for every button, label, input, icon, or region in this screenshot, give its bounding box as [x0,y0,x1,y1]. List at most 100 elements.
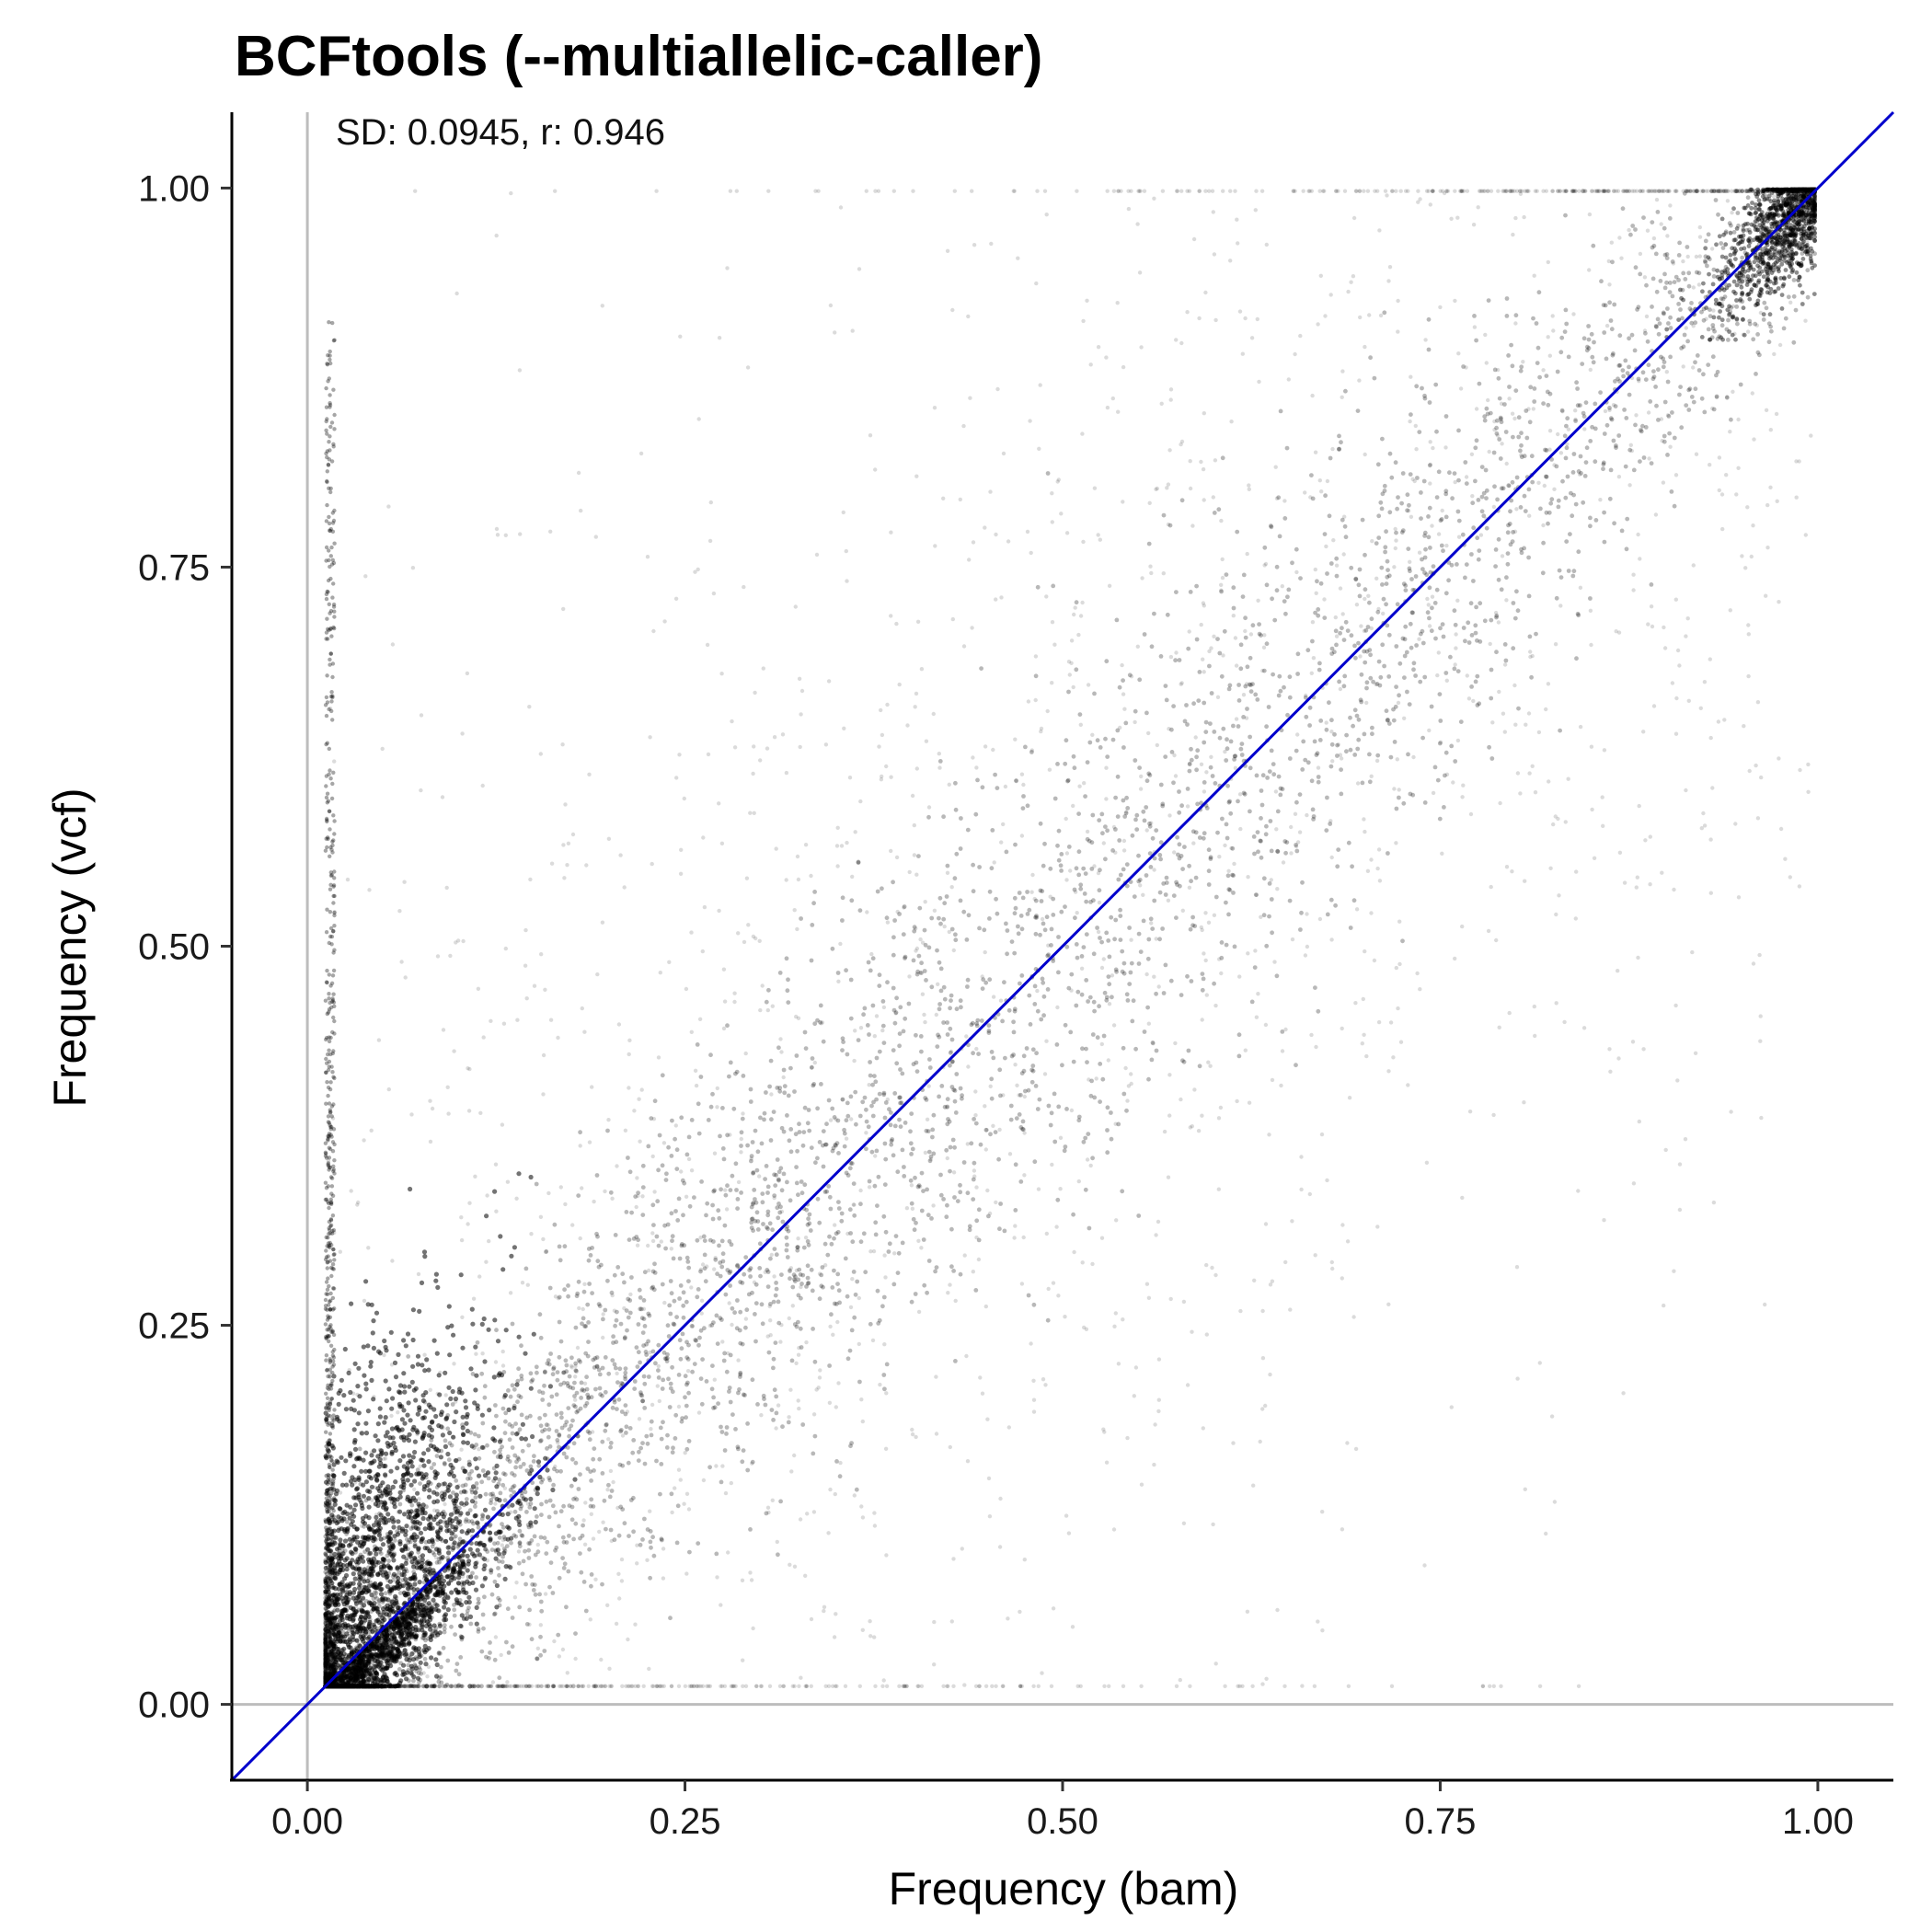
scatter-point [523,1684,529,1689]
scatter-point [983,1147,989,1152]
scatter-point [701,1234,707,1239]
scatter-point [1206,1060,1211,1064]
scatter-point [1038,821,1043,826]
scatter-point [1338,753,1343,757]
scatter-point [1340,1223,1345,1227]
scatter-point [1581,410,1586,416]
scatter-point [1032,983,1038,989]
scatter-point [1686,189,1691,193]
scatter-point [1734,492,1739,497]
scatter-point [608,1444,613,1450]
scatter-point [1708,735,1713,741]
scatter-point [1602,748,1607,753]
scatter-point [1570,573,1576,579]
scatter-point [669,1154,674,1158]
scatter-point [832,1635,837,1639]
scatter-point [498,1684,503,1689]
scatter-point [498,1447,502,1453]
scatter-point [557,1294,562,1300]
scatter-point [1635,307,1639,312]
scatter-point [1096,929,1101,935]
scatter-point [904,1684,909,1689]
scatter-point [666,1376,671,1382]
scatter-point [1173,774,1179,778]
scatter-point [1107,1002,1112,1006]
scatter-point [1602,189,1607,193]
scatter-point [719,672,724,676]
scatter-point [766,1350,772,1355]
scatter-point [776,1403,781,1408]
scatter-point [1199,925,1204,930]
scatter-point [1025,529,1030,535]
scatter-point [961,644,967,649]
scatter-point [1596,189,1602,193]
scatter-point [1433,382,1439,387]
scatter-point [1354,713,1360,719]
scatter-point [1587,268,1592,272]
scatter-point [693,1068,698,1074]
scatter-point [1044,1039,1049,1043]
scatter-point [822,1263,828,1268]
scatter-point [538,1335,544,1340]
scatter-point [1156,1357,1162,1362]
scatter-point [1096,870,1101,876]
scatter-point [495,1540,500,1546]
scatter-point [1354,907,1360,912]
scatter-point [1453,479,1457,485]
scatter-point [1311,656,1317,661]
scatter-point [973,1684,979,1689]
scatter-point [1138,949,1144,954]
scatter-point [1426,347,1432,352]
scatter-point [803,1684,808,1689]
scatter-point [693,569,697,574]
scatter-point [1524,435,1530,441]
scatter-point [1468,811,1474,817]
scatter-point [983,1684,989,1689]
scatter-point [551,1684,556,1689]
scatter-point [504,1544,510,1548]
scatter-point [733,1427,738,1432]
scatter-point [1085,760,1090,765]
scatter-point [1264,641,1270,647]
scatter-point [1190,914,1195,920]
scatter-point [1195,748,1201,753]
scatter-point [656,1055,661,1060]
scatter-point [767,1304,772,1309]
scatter-point [1570,189,1574,193]
scatter-point [1363,587,1368,592]
scatter-point [514,1196,519,1202]
scatter-point [1746,673,1751,679]
scatter-point [1367,779,1373,785]
scatter-point [1414,643,1419,648]
scatter-point [1258,1439,1262,1444]
scatter-point [569,1363,574,1368]
scatter-point [1022,1131,1027,1135]
scatter-point [473,1495,478,1500]
scatter-point [1668,444,1673,449]
scatter-point [1021,1235,1026,1240]
scatter-point [496,1566,500,1570]
scatter-point [1160,926,1165,931]
scatter-point [1476,205,1480,210]
scatter-point [1098,745,1103,750]
scatter-point [608,1190,614,1195]
scatter-point [702,1252,707,1258]
scatter-point [1242,791,1248,797]
scatter-point [1427,463,1432,468]
scatter-point [1370,539,1374,544]
scatter-point [1557,893,1561,898]
scatter-point [1386,568,1390,572]
scatter-point [440,795,445,799]
scatter-point [918,1184,923,1190]
scatter-point [1675,648,1681,653]
scatter-point [816,189,821,193]
scatter-point [836,1288,842,1294]
scatter-point [605,1128,610,1133]
chart-title: BCFtools (--multiallelic-caller) [235,25,1042,88]
scatter-point [488,1491,493,1497]
scatter-point [1584,445,1590,451]
scatter-point [788,1269,792,1273]
scatter-point [1734,305,1740,309]
scatter-point [467,1201,472,1205]
scatter-point [1281,860,1286,865]
